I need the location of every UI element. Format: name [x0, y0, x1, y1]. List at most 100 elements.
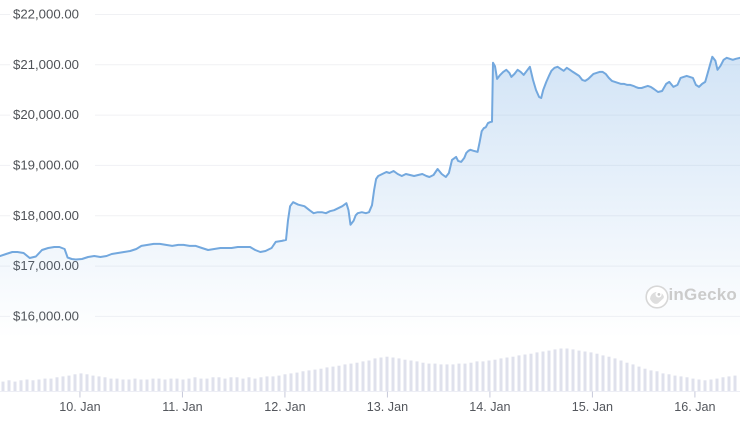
volume-bar	[223, 378, 227, 392]
volume-bar	[613, 358, 617, 392]
volume-bar	[649, 370, 653, 392]
volume-bar	[7, 380, 11, 392]
y-axis-label: $22,000.00	[13, 6, 79, 21]
volume-bar	[625, 362, 629, 392]
volume-bar	[175, 378, 179, 392]
volume-bar	[505, 357, 509, 392]
volume-bar	[421, 362, 425, 392]
volume-bar	[49, 378, 53, 392]
volume-bar	[553, 349, 557, 392]
volume-bar	[163, 379, 167, 392]
volume-bar	[559, 348, 563, 392]
volume-bar	[709, 379, 713, 392]
volume-bar	[433, 363, 437, 392]
volume-bar	[337, 365, 341, 392]
volume-bar	[583, 351, 587, 392]
volume-bar	[55, 377, 59, 392]
volume-bar	[319, 368, 323, 392]
volume-bar	[19, 380, 23, 392]
volume-bar	[151, 378, 155, 392]
volume-bar	[211, 377, 215, 392]
volume-bar	[481, 361, 485, 392]
volume-bar	[397, 358, 401, 392]
volume-bar	[307, 370, 311, 392]
volume-bar	[361, 361, 365, 392]
volume-bar	[79, 373, 83, 392]
volume-bar	[97, 376, 101, 392]
volume-bar	[667, 374, 671, 392]
volume-bar	[727, 376, 731, 392]
volume-bar	[325, 367, 329, 392]
volume-bar	[367, 360, 371, 392]
volume-bar	[301, 371, 305, 392]
volume-bar	[157, 378, 161, 392]
volume-bar	[721, 377, 725, 392]
volume-bar	[427, 363, 431, 392]
volume-bar	[541, 351, 545, 392]
volume-bar	[703, 380, 707, 392]
volume-bar	[529, 353, 533, 392]
volume-bar	[169, 378, 173, 392]
volume-bars	[1, 348, 737, 392]
volume-bar	[313, 369, 317, 392]
volume-bar	[283, 374, 287, 392]
volume-bar	[655, 371, 659, 392]
volume-bar	[601, 355, 605, 392]
volume-bar	[85, 374, 89, 392]
volume-bar	[67, 375, 71, 392]
volume-bar	[685, 377, 689, 392]
volume-bar	[679, 376, 683, 392]
volume-bar	[13, 381, 17, 392]
volume-bar	[631, 364, 635, 392]
x-axis-label: 13. Jan	[367, 400, 408, 414]
volume-bar	[229, 377, 233, 392]
volume-bar	[91, 375, 95, 392]
volume-bar	[127, 379, 131, 392]
volume-bar	[205, 378, 209, 392]
volume-bar	[349, 363, 353, 392]
volume-bar	[145, 379, 149, 392]
volume-bar	[403, 359, 407, 392]
volume-bar	[391, 357, 395, 392]
volume-bar	[661, 373, 665, 392]
volume-bar	[253, 378, 257, 392]
volume-bar	[697, 379, 701, 392]
volume-bar	[121, 379, 125, 392]
volume-bar	[115, 378, 119, 392]
x-axis-label: 11. Jan	[162, 400, 202, 414]
x-axis-label: 15. Jan	[572, 400, 613, 414]
volume-bar	[571, 349, 575, 392]
volume-bar	[331, 366, 335, 392]
volume-bar	[643, 368, 647, 392]
price-line	[0, 55, 740, 261]
volume-bar	[445, 364, 449, 392]
volume-bar	[43, 378, 47, 392]
volume-bar	[61, 376, 65, 392]
volume-bar	[589, 352, 593, 392]
volume-bar	[187, 378, 191, 392]
volume-bar	[103, 377, 107, 392]
volume-bar	[637, 366, 641, 392]
volume-bar	[457, 363, 461, 392]
volume-bar	[109, 378, 113, 392]
price-area	[0, 56, 740, 349]
volume-bar	[295, 372, 299, 392]
volume-bar	[499, 358, 503, 392]
volume-bar	[415, 361, 419, 392]
volume-bar	[463, 363, 467, 392]
x-axis-labels: 10. Jan 11. Jan 12. Jan 13. Jan 14. Jan 15. J…	[59, 400, 715, 414]
y-axis-label: $20,000.00	[13, 107, 79, 122]
volume-bar	[37, 379, 41, 392]
volume-bar	[265, 376, 269, 392]
y-axis-label: $19,000.00	[13, 157, 79, 172]
volume-bar	[277, 375, 281, 392]
volume-bar	[25, 379, 29, 392]
volume-bar	[451, 364, 455, 392]
x-axis-label: 16. Jan	[674, 400, 715, 414]
volume-bar	[673, 375, 677, 392]
x-axis-label: 10. Jan	[59, 400, 100, 414]
volume-bar	[715, 378, 719, 392]
volume-bar	[493, 359, 497, 392]
